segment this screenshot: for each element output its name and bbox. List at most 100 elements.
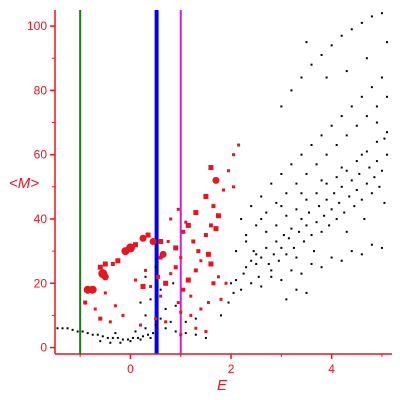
y-tick-label: 100 (27, 19, 47, 33)
data-point (360, 153, 363, 156)
data-point (126, 338, 129, 341)
data-point (208, 261, 214, 267)
data-point (360, 21, 363, 24)
data-point (169, 272, 173, 276)
data-point (199, 259, 203, 263)
data-point (365, 182, 368, 185)
data-point (230, 282, 233, 285)
data-point (340, 185, 343, 188)
data-point (91, 333, 94, 336)
data-point (149, 237, 157, 245)
data-point (179, 256, 183, 260)
data-point (71, 328, 74, 331)
data-point (101, 335, 104, 338)
data-point (245, 240, 248, 243)
data-point (189, 294, 193, 298)
data-point (86, 332, 89, 335)
data-point (245, 266, 248, 269)
data-point (145, 232, 151, 238)
data-point (290, 89, 293, 92)
data-point (305, 224, 308, 227)
data-point (255, 262, 258, 265)
data-point (285, 298, 288, 301)
data-point (335, 176, 338, 179)
data-point (370, 15, 373, 18)
data-point (320, 266, 323, 269)
data-point (133, 278, 137, 282)
data-point (265, 211, 268, 214)
data-point (275, 240, 278, 243)
data-point (348, 195, 351, 198)
data-point (280, 205, 283, 208)
data-point (385, 95, 388, 98)
data-point (270, 269, 273, 272)
data-point (163, 280, 169, 286)
data-point (320, 134, 323, 137)
data-point (305, 172, 308, 175)
data-point (250, 205, 253, 208)
data-point (318, 205, 321, 208)
data-point (208, 165, 214, 171)
data-point (108, 320, 112, 324)
data-point (97, 264, 103, 270)
data-point (136, 336, 139, 339)
data-point (235, 250, 238, 253)
data-point (315, 221, 318, 224)
data-point (179, 310, 183, 314)
data-point (152, 332, 155, 335)
data-point (270, 275, 273, 278)
data-point (260, 256, 263, 259)
data-point (191, 239, 196, 244)
data-point (213, 226, 219, 232)
data-point (280, 279, 283, 282)
data-point (232, 153, 236, 157)
data-point (350, 250, 353, 253)
data-point (383, 201, 386, 204)
data-point (184, 220, 188, 224)
data-point (81, 330, 84, 333)
data-point (260, 285, 263, 288)
data-point (250, 259, 253, 262)
data-point (385, 131, 388, 134)
data-point (375, 121, 378, 124)
data-point (154, 324, 157, 327)
data-point (300, 153, 303, 156)
data-point (380, 76, 383, 79)
data-point (56, 327, 59, 330)
data-point (310, 144, 313, 147)
data-point (208, 223, 213, 228)
data-point (159, 288, 162, 291)
data-point (174, 330, 177, 333)
data-point (139, 338, 142, 341)
data-point (232, 291, 235, 294)
data-point (320, 230, 323, 233)
data-point (300, 272, 303, 275)
data-point (199, 307, 203, 311)
x-axis-title: E (217, 377, 228, 394)
data-point (194, 333, 197, 336)
data-point (215, 213, 221, 219)
data-point (325, 153, 328, 156)
data-point (343, 211, 346, 214)
data-point (365, 57, 368, 60)
x-tick-label: 4 (328, 362, 335, 376)
data-point (370, 86, 373, 89)
data-point (275, 201, 278, 204)
data-point (173, 245, 179, 251)
data-point (315, 192, 318, 195)
data-point (164, 307, 167, 310)
data-point (358, 172, 361, 175)
data-point (149, 284, 153, 288)
data-point (333, 192, 336, 195)
data-point (125, 243, 135, 253)
data-point (280, 172, 283, 175)
data-point (139, 234, 147, 242)
data-point (164, 327, 167, 330)
data-point (96, 333, 99, 336)
data-point (277, 259, 280, 262)
data-point (325, 182, 328, 185)
data-point (176, 207, 180, 211)
data-point (310, 262, 313, 265)
data-points (56, 12, 388, 344)
data-point (144, 314, 147, 317)
